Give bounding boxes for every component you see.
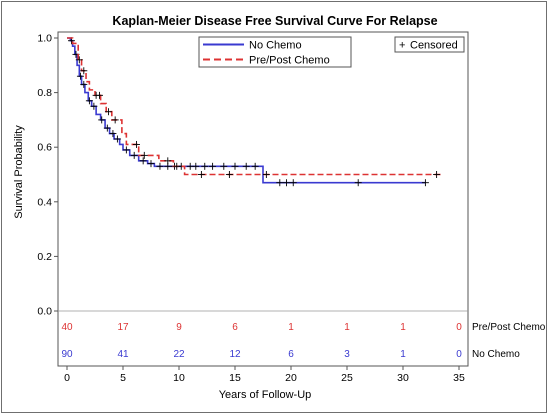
plot-area (57, 31, 469, 367)
censor-mark (231, 162, 239, 170)
axis-ticks: 0 5 10 15 20 25 30 350.00.20.40.60.81.0 (37, 33, 468, 384)
legend-prepost-label: Pre/Post Chemo (249, 55, 330, 67)
x-tick-label: 30 (397, 372, 409, 384)
x-tick-label: 25 (341, 372, 353, 384)
at-risk-value: 6 (232, 322, 238, 333)
censor-mark (132, 140, 140, 148)
censor-mark (220, 162, 228, 170)
censor-mark (283, 179, 291, 187)
at-risk-value: 9 (176, 322, 182, 333)
censored-plus-icon: + (399, 40, 405, 52)
chart-title: Kaplan-Meier Disease Free Survival Curve… (112, 14, 437, 28)
y-tick-label: 0.8 (37, 87, 52, 99)
censor-mark (201, 162, 209, 170)
censor-mark (147, 160, 155, 168)
censor-mark (433, 171, 441, 178)
censor-mark (109, 130, 117, 138)
censor-mark (85, 97, 93, 105)
censor-mark (98, 116, 106, 124)
censor-mark (192, 162, 200, 170)
at-risk-value: 41 (117, 349, 129, 360)
censor-mark (76, 72, 84, 80)
at-risk-value: 17 (117, 322, 129, 333)
survival-curves (67, 37, 443, 187)
censor-mark (140, 151, 148, 159)
censor-mark (139, 157, 147, 165)
censor-mark (90, 102, 98, 110)
censored-legend-label: Censored (410, 40, 458, 52)
y-tick-label: 1.0 (37, 33, 52, 45)
censor-mark (122, 146, 130, 154)
censor-mark (209, 162, 217, 170)
at-risk-value: 22 (173, 349, 185, 360)
censor-mark (113, 135, 121, 143)
legend-no-chemo-label: No Chemo (249, 40, 302, 52)
censor-mark (289, 179, 297, 187)
at-risk-value: 1 (344, 322, 350, 333)
at-risk-value: 40 (61, 322, 73, 333)
x-tick-label: 15 (229, 372, 241, 384)
legend-box (198, 36, 352, 68)
censored-legend: + Censored (394, 36, 465, 53)
censor-mark (164, 157, 172, 165)
at-risk-row-label: Pre/Post Chemo (472, 322, 546, 333)
censor-mark (354, 179, 362, 187)
censor-mark (251, 162, 259, 170)
censor-mark (173, 162, 181, 170)
y-tick-label: 0.0 (37, 306, 52, 318)
y-tick-label: 0.6 (37, 142, 52, 154)
at-risk-value: 6 (288, 349, 294, 360)
censor-mark (80, 80, 88, 88)
at-risk-table: 40 17 9 6 1 1 1 0 Pre/Post Chemo 90 41 22 12 6 3 1 0 No C… (61, 322, 545, 360)
curve-pre-post-chemo (67, 37, 443, 176)
x-tick-label: 0 (64, 372, 70, 384)
censor-mark (95, 91, 103, 99)
at-risk-value: 1 (400, 322, 406, 333)
x-axis-label: Years of Follow-Up (219, 389, 312, 401)
x-tick-label: 5 (120, 372, 126, 384)
at-risk-value: 1 (288, 322, 294, 333)
censor-mark (225, 171, 233, 178)
at-risk-value: 12 (229, 349, 241, 360)
x-tick-label: 35 (453, 372, 465, 384)
censor-mark (276, 179, 284, 187)
censor-mark (242, 162, 250, 170)
at-risk-value: 1 (400, 349, 406, 360)
censor-mark (421, 179, 429, 187)
censor-mark (262, 171, 270, 178)
censor-mark (111, 116, 119, 124)
at-risk-value: 0 (456, 349, 462, 360)
censor-mark (103, 124, 111, 132)
censor-mark (130, 151, 138, 159)
curve-no-chemo (67, 37, 426, 184)
at-risk-value: 90 (61, 349, 73, 360)
x-tick-label: 20 (285, 372, 297, 384)
censor-mark (156, 162, 164, 170)
at-risk-row-label: No Chemo (472, 349, 520, 360)
x-tick-label: 10 (173, 372, 185, 384)
at-risk-value: 3 (344, 349, 350, 360)
legend: No Chemo Pre/Post Chemo (198, 36, 352, 68)
censor-mark (75, 56, 83, 64)
censored-legend-box (394, 36, 465, 53)
y-axis-label: Survival Probability (13, 125, 25, 219)
censor-mark (104, 108, 112, 116)
y-tick-label: 0.2 (37, 251, 52, 263)
censor-mark (197, 171, 205, 178)
censor-mark (80, 67, 88, 75)
y-tick-label: 0.4 (37, 196, 52, 208)
at-risk-value: 0 (456, 322, 462, 333)
